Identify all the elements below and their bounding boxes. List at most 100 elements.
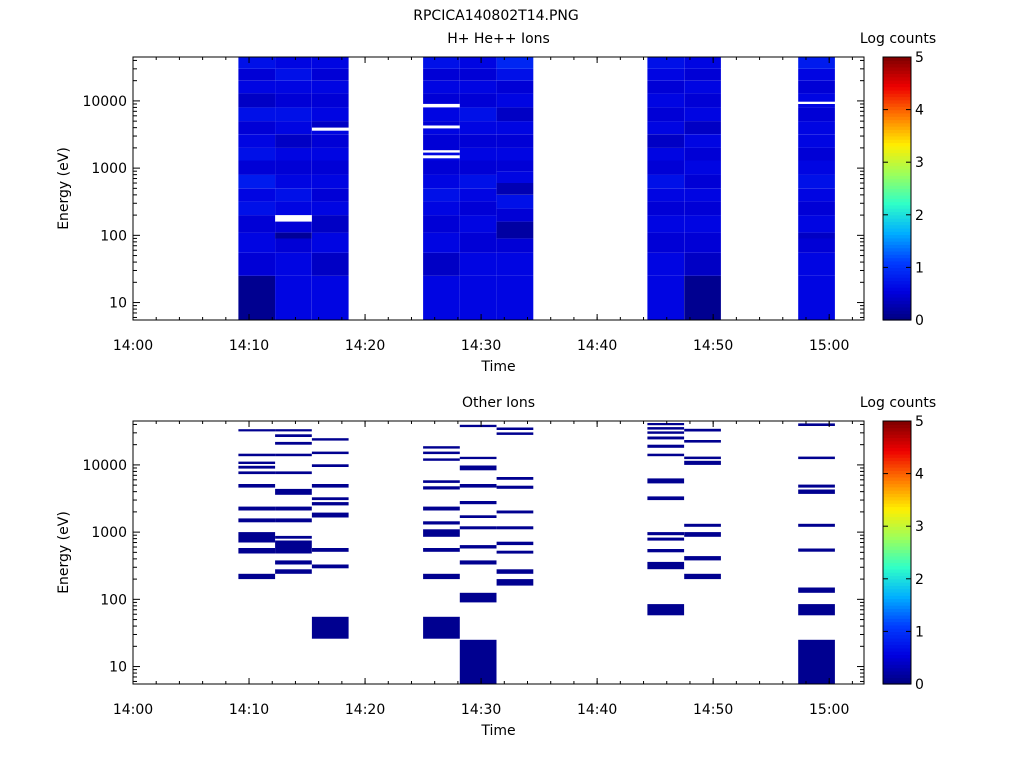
heatmap-cell	[684, 275, 721, 320]
colorbar-segment	[883, 677, 911, 682]
colorbar-segment	[883, 641, 911, 646]
heatmap-cell	[275, 121, 312, 135]
heatmap-cell	[459, 484, 497, 488]
heatmap-cell	[647, 431, 685, 434]
colorbar-segment	[883, 99, 911, 104]
heatmap-cell	[238, 453, 276, 457]
colorbar-segment	[883, 214, 911, 219]
colorbar-tick-label: 4	[915, 467, 924, 483]
colorbar-segment	[883, 139, 911, 144]
heatmap-cell	[496, 579, 534, 586]
heatmap-cell	[238, 275, 276, 320]
heatmap-cell	[238, 93, 276, 108]
colorbar-segment	[883, 237, 911, 242]
x-axis-label: Time	[480, 723, 515, 739]
colorbar-segment	[883, 254, 911, 259]
colorbar-segment	[883, 575, 911, 580]
heatmap-cell	[647, 107, 685, 122]
colorbar-segment	[883, 70, 911, 75]
heatmap-cell	[311, 188, 349, 202]
colorbar-tick-label: 3	[915, 155, 924, 171]
heatmap-cell	[496, 147, 534, 161]
heatmap-cell	[423, 458, 460, 461]
heatmap-cell	[798, 104, 835, 108]
colorbar-segment	[883, 149, 911, 153]
heatmap-cell	[275, 107, 312, 122]
heatmap-cell	[798, 107, 835, 122]
heatmap-cell	[647, 496, 685, 501]
colorbar-segment	[883, 453, 911, 458]
heatmap-cell	[798, 423, 835, 426]
heatmap-cell	[275, 57, 312, 69]
colorbar-segment	[883, 273, 911, 278]
colorbar-segment	[883, 460, 911, 465]
x-tick-label: 14:40	[577, 338, 617, 354]
data-cells	[238, 423, 835, 684]
heatmap-cell	[647, 478, 685, 484]
heatmap-cell	[238, 471, 276, 475]
y-tick-label: 1000	[91, 161, 127, 177]
heatmap-cell	[684, 532, 721, 537]
heatmap-cell	[647, 444, 685, 448]
colorbar-segment	[883, 496, 911, 501]
colorbar-segment	[883, 80, 911, 84]
heatmap-cell	[238, 174, 276, 189]
heatmap-cell	[459, 424, 497, 428]
colorbar-segment	[883, 549, 911, 554]
heatmap-cell	[423, 215, 460, 233]
colorbar-segment	[883, 572, 911, 577]
heatmap-cell	[647, 80, 685, 94]
colorbar-segment	[883, 188, 911, 193]
heatmap-cell	[647, 561, 685, 570]
colorbar-segment	[883, 654, 911, 659]
heatmap-cell	[459, 57, 497, 69]
heatmap-cell	[311, 564, 349, 569]
colorbar-segment	[883, 158, 911, 163]
colorbar-segment	[883, 470, 911, 475]
heatmap-cell	[311, 438, 349, 441]
colorbar-segment	[883, 542, 911, 547]
heatmap-cell	[459, 465, 497, 471]
heatmap-cell	[798, 456, 835, 460]
colorbar-segment	[883, 244, 911, 249]
colorbar-segment	[883, 250, 911, 255]
colorbar-segment	[883, 601, 911, 606]
colorbar-tick-label: 5	[915, 414, 924, 430]
heatmap-cell	[423, 201, 460, 216]
heatmap-cell	[311, 232, 349, 253]
colorbar-segment	[883, 582, 911, 586]
heatmap-cell	[798, 587, 835, 593]
heatmap-cell	[238, 57, 276, 69]
colorbar-frame	[882, 420, 912, 685]
heatmap-cell	[496, 510, 534, 514]
colorbar-segment	[883, 539, 911, 544]
data-cells	[238, 57, 835, 320]
heatmap-cell	[238, 188, 276, 202]
heatmap-cell	[275, 506, 312, 511]
heatmap-cell	[275, 221, 312, 233]
colorbar-segment	[883, 313, 911, 318]
colorbar-segment	[883, 634, 911, 639]
colorbar-segment	[883, 175, 911, 180]
colorbar-segment	[883, 66, 911, 71]
heatmap-cell	[496, 569, 534, 574]
heatmap-cell	[423, 80, 460, 94]
heatmap-cell	[496, 477, 534, 480]
y-axis-label: Energy (eV)	[56, 511, 72, 594]
heatmap-cell	[496, 171, 534, 183]
heatmap-cell	[684, 107, 721, 122]
heatmap-cell	[238, 201, 276, 216]
heatmap-cell	[423, 480, 460, 483]
colorbar-segment	[883, 152, 911, 157]
heatmap-cell	[275, 147, 312, 161]
heatmap-cell	[798, 604, 835, 616]
heatmap-cell	[238, 80, 276, 94]
heatmap-cell	[423, 68, 460, 81]
heatmap-cell	[311, 121, 349, 128]
heatmap-cell	[275, 535, 312, 539]
colorbar-segment	[883, 674, 911, 679]
heatmap-cell	[459, 80, 497, 94]
colorbar-segment	[883, 122, 911, 127]
colorbar-segment	[883, 260, 911, 265]
